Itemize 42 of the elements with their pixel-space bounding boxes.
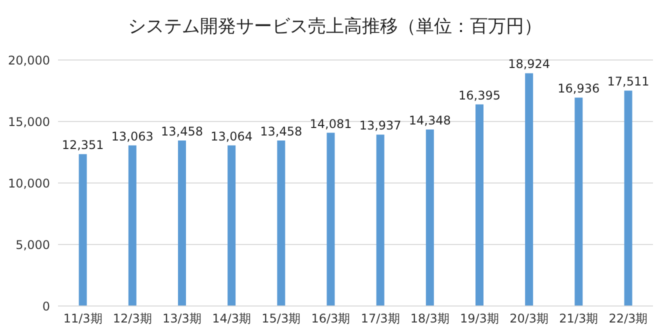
x-tick-label: 19/3期 [460,312,499,326]
x-tick-label: 21/3期 [559,312,598,326]
y-tick-label: 10,000 [8,176,50,190]
bar [376,134,384,306]
bar [624,90,632,306]
y-tick-label: 20,000 [8,53,50,68]
bar [78,154,87,306]
chart-title: システム開発サービス売上高推移（単位：百万円） [127,15,543,38]
data-label: 18,924 [508,57,550,72]
bar [228,145,236,306]
data-label: 13,063 [111,129,154,144]
x-tick-label: 22/3期 [608,312,648,326]
x-tick-label: 16/3期 [311,312,350,326]
data-label: 12,351 [62,138,104,152]
x-tick-label: 12/3期 [112,312,152,326]
x-tick-label: 11/3期 [63,312,102,326]
bar [178,140,186,306]
data-label: 14,348 [408,114,451,128]
x-tick-label: 20/3期 [510,312,549,326]
data-label: 13,937 [359,118,402,133]
x-tick-label: 14/3期 [212,312,252,326]
y-tick-label: 15,000 [8,114,50,129]
bar [277,140,286,306]
data-label: 13,458 [260,124,302,138]
bar [128,145,136,306]
x-tick-label: 15/3期 [262,312,301,326]
data-label: 14,081 [310,116,352,131]
data-label: 16,395 [458,88,500,102]
bar [426,130,434,306]
x-tick-label: 13/3期 [162,312,202,326]
x-tick-label: 18/3期 [410,312,450,326]
y-tick-label: 5,000 [16,238,50,252]
bar [475,104,484,306]
bar [525,73,534,306]
bar [574,98,583,306]
data-label: 17,511 [607,74,650,89]
bar [326,132,335,306]
data-label: 13,458 [160,124,203,138]
data-label: 13,064 [210,129,253,144]
data-label: 16,936 [558,82,600,96]
y-tick-label: 0 [42,299,50,314]
x-tick-label: 17/3期 [360,312,400,326]
